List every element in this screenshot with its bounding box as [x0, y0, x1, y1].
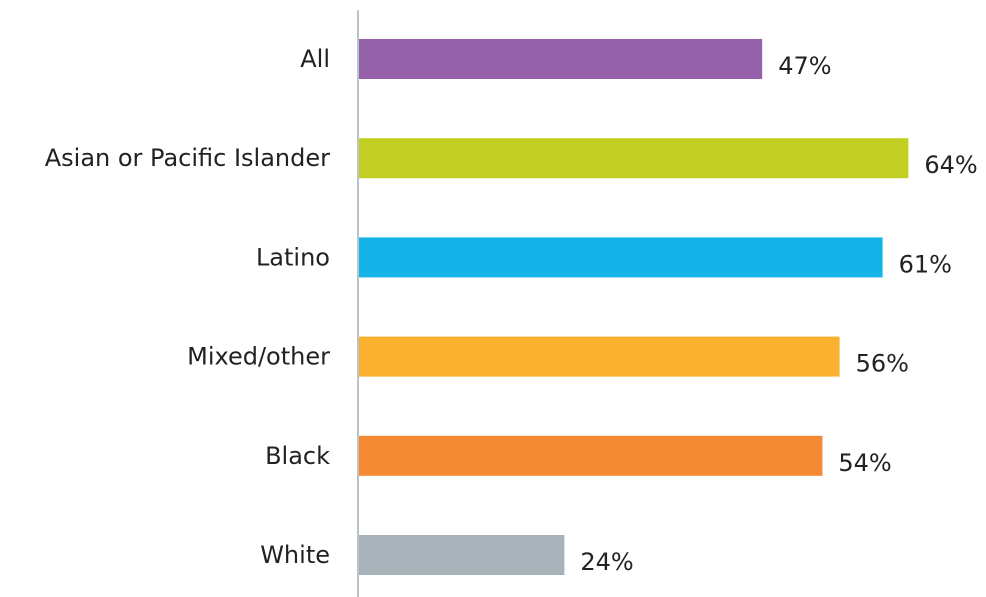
bar-4: [358, 435, 823, 476]
category-label-1: Asian or Pacific Islander: [45, 144, 330, 172]
bar-1: [358, 138, 909, 179]
value-label-0: 47%: [778, 52, 831, 80]
category-label-2: Latino: [256, 243, 330, 271]
value-label-4: 54%: [838, 449, 891, 477]
value-label-2: 61%: [899, 250, 952, 278]
bar-2: [358, 237, 883, 278]
value-label-5: 24%: [580, 548, 633, 576]
labels-layer: All 47% Asian or Pacific Islander 64% Latino…: [45, 45, 978, 576]
category-label-5: White: [260, 541, 330, 569]
value-label-3: 56%: [856, 350, 909, 378]
bars-layer: [358, 39, 909, 575]
bar-5: [358, 535, 565, 575]
category-label-3: Mixed/other: [187, 343, 330, 371]
category-label-0: All: [300, 45, 330, 73]
category-label-4: Black: [265, 442, 330, 470]
bar-0: [358, 39, 763, 79]
bar-3: [358, 336, 840, 377]
value-label-1: 64%: [924, 151, 977, 179]
